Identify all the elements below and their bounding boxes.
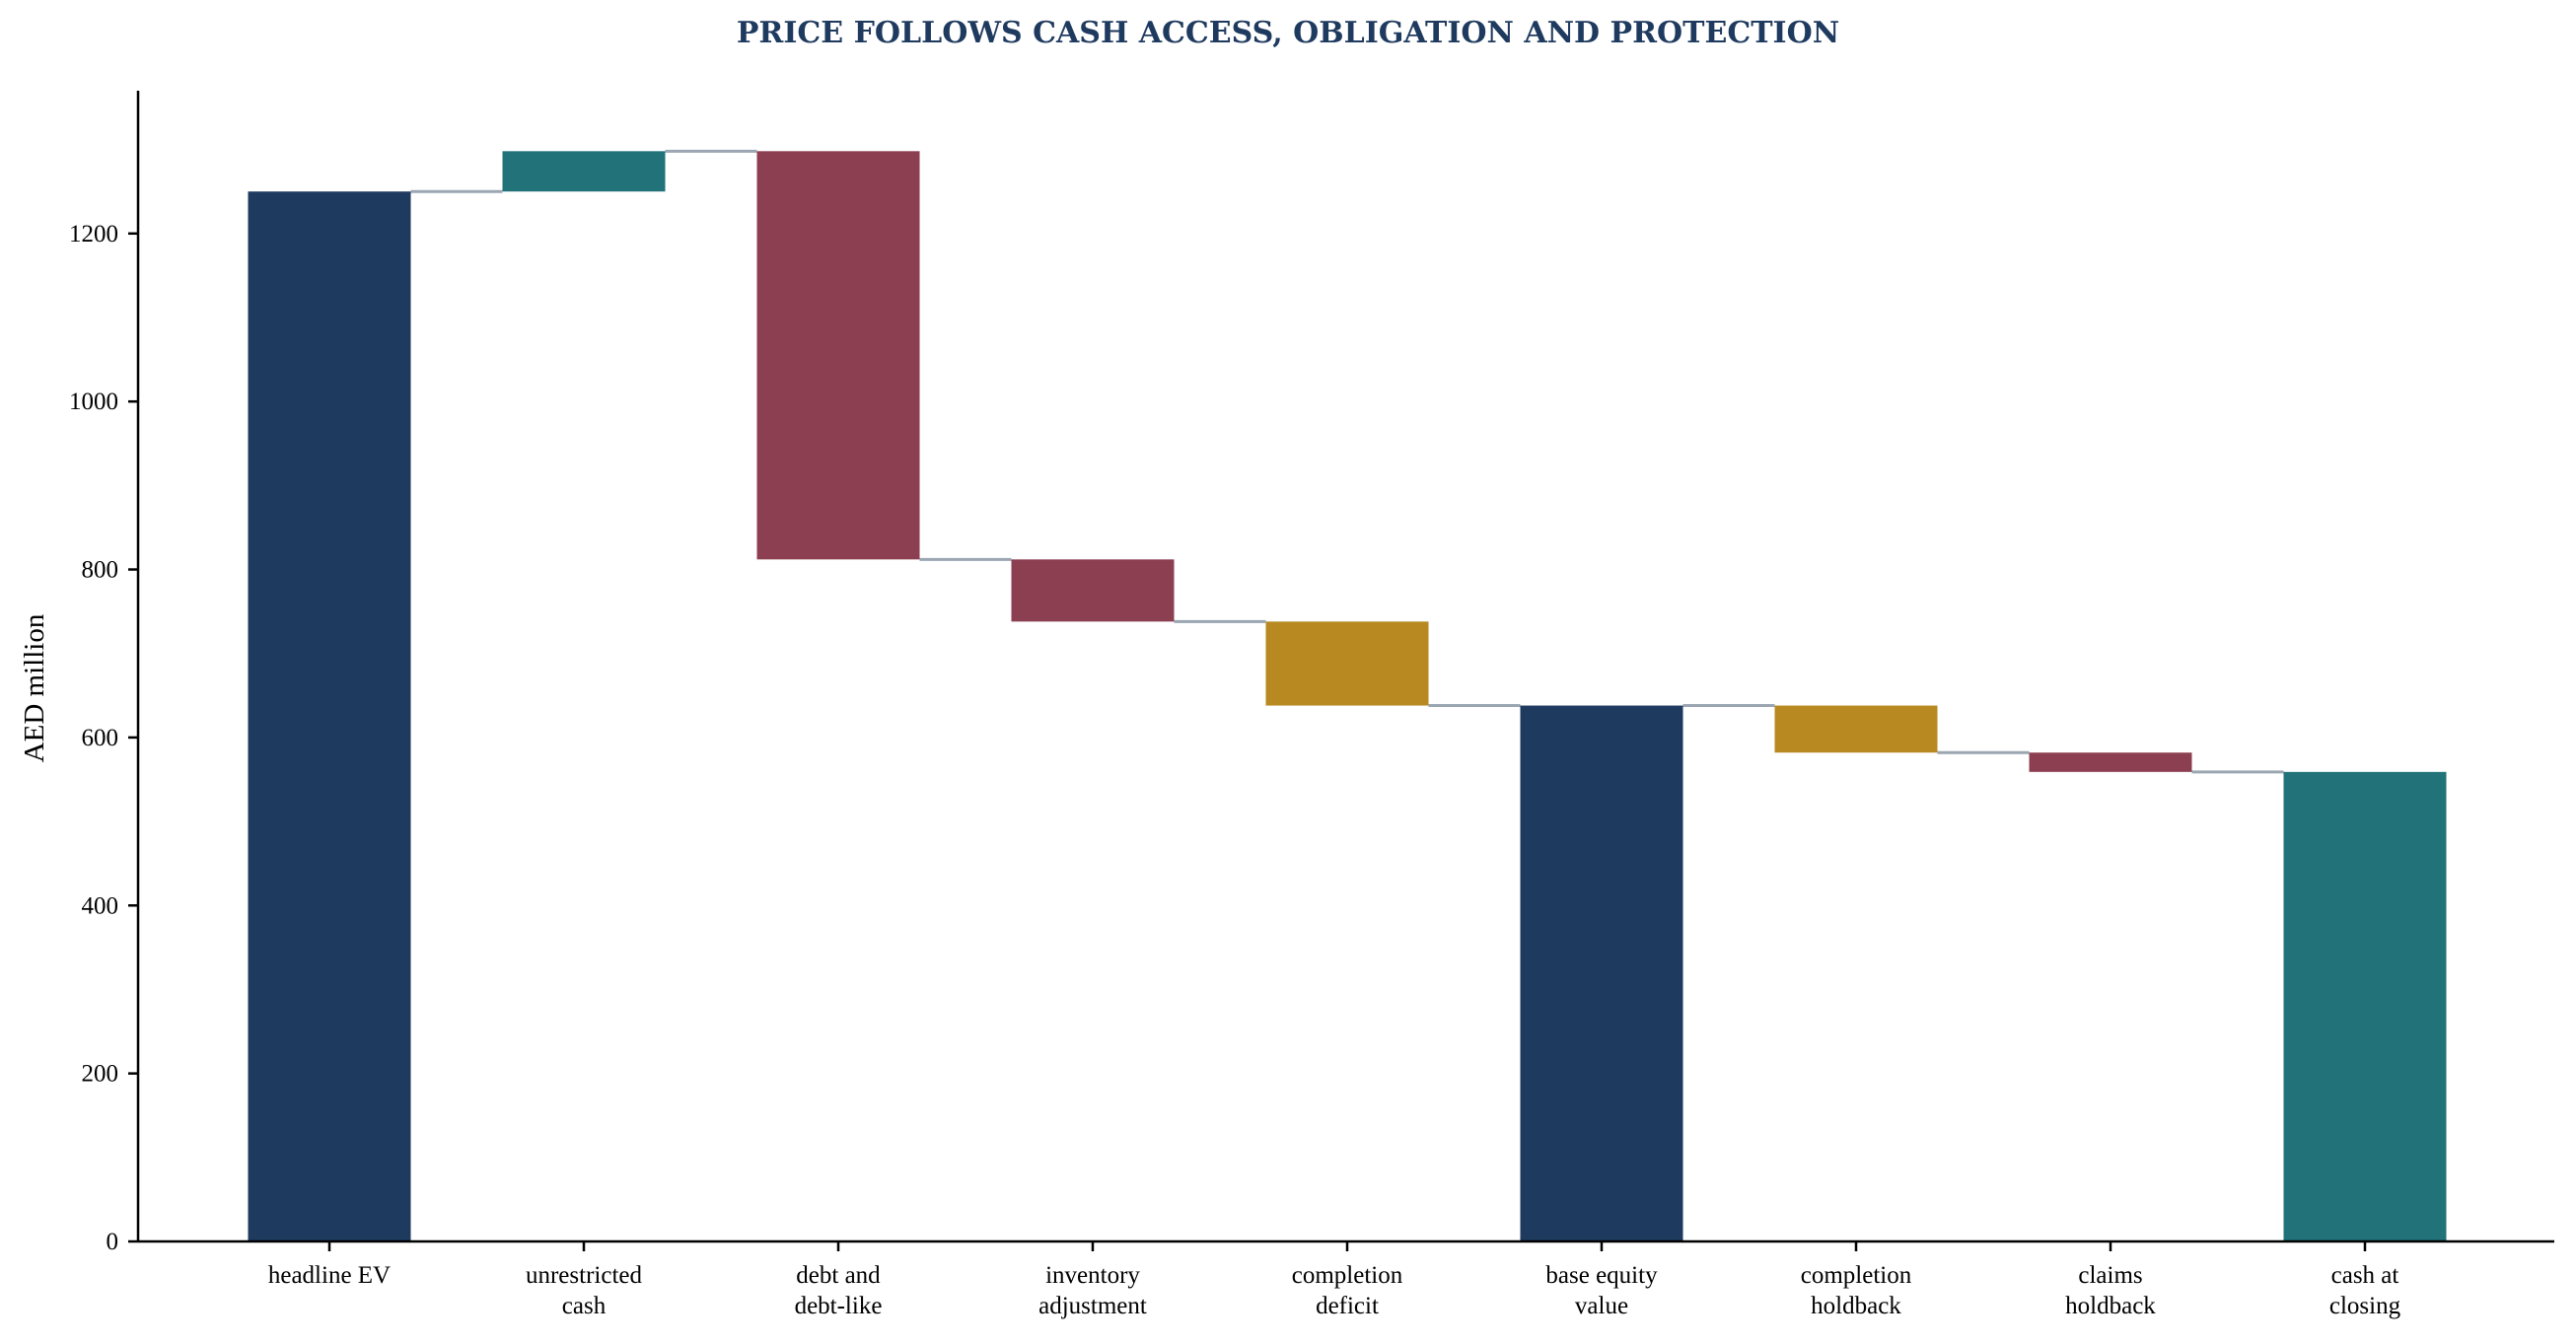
y-tick-label: 1200: [69, 221, 118, 248]
x-tick-label-line: base equity: [1545, 1262, 1658, 1289]
chart-title: PRICE FOLLOWS CASH ACCESS, OBLIGATION AN…: [737, 16, 1839, 50]
y-tick-label: 200: [82, 1061, 119, 1088]
x-tick-label-line: inventory: [1045, 1262, 1140, 1289]
x-tick-label: cash at closing: [2329, 1262, 2401, 1319]
waterfall-bar: [502, 151, 666, 192]
x-tick-label-line: value: [1575, 1293, 1628, 1319]
x-tick-label-line: completion: [1292, 1262, 1403, 1289]
waterfall-bar: [248, 191, 411, 1241]
x-tick-label-line: completion: [1801, 1262, 1912, 1289]
waterfall-bar: [756, 151, 920, 560]
x-tick-label: completion deficit: [1292, 1262, 1403, 1319]
y-tick-label: 800: [82, 557, 119, 584]
x-axis-ticks: headline EV unrestricted cash debt and debt-…: [268, 1241, 2401, 1319]
waterfall-bar: [1265, 621, 1429, 706]
x-tick-label: claims holdback: [2065, 1262, 2156, 1319]
y-tick-label: 0: [107, 1229, 119, 1255]
x-tick-label-line: debt and: [796, 1262, 881, 1289]
x-tick-label-line: deficit: [1316, 1293, 1379, 1319]
waterfall-bar: [2029, 752, 2192, 772]
waterfall-bar: [1774, 705, 1938, 753]
x-tick-label-line: cash at: [2331, 1262, 2399, 1289]
x-tick-label-line: holdback: [2065, 1293, 2156, 1319]
x-tick-label-line: holdback: [1811, 1293, 1901, 1319]
x-tick-label-line: closing: [2329, 1293, 2401, 1319]
connector-lines: [410, 149, 2284, 774]
waterfall-bar: [1011, 559, 1175, 622]
x-tick-label-line: debt-like: [795, 1293, 883, 1319]
x-tick-label: unrestricted cash: [526, 1262, 643, 1319]
waterfall-bar: [1520, 705, 1683, 1241]
bars: [248, 151, 2447, 1241]
x-tick-label-line: cash: [562, 1293, 607, 1319]
x-tick-label: headline EV: [268, 1262, 391, 1289]
y-axis-label: AED million: [19, 613, 50, 762]
x-tick-label: inventory adjustment: [1038, 1262, 1147, 1319]
x-tick-label: completion holdback: [1801, 1262, 1912, 1319]
x-tick-label-line: unrestricted: [526, 1262, 643, 1289]
x-tick-label: base equity value: [1545, 1262, 1658, 1319]
y-axis-ticks: 0 200 400 600 800 1000 1200: [69, 221, 138, 1255]
x-tick-label: debt and debt-like: [795, 1262, 883, 1319]
x-tick-label-line: claims: [2078, 1262, 2142, 1289]
y-tick-label: 400: [82, 892, 119, 919]
x-tick-label-line: adjustment: [1038, 1293, 1147, 1319]
x-tick-label-line: headline EV: [268, 1262, 391, 1289]
y-tick-label: 600: [82, 725, 119, 751]
y-tick-label: 1000: [69, 389, 118, 415]
waterfall-bar: [2283, 771, 2447, 1241]
